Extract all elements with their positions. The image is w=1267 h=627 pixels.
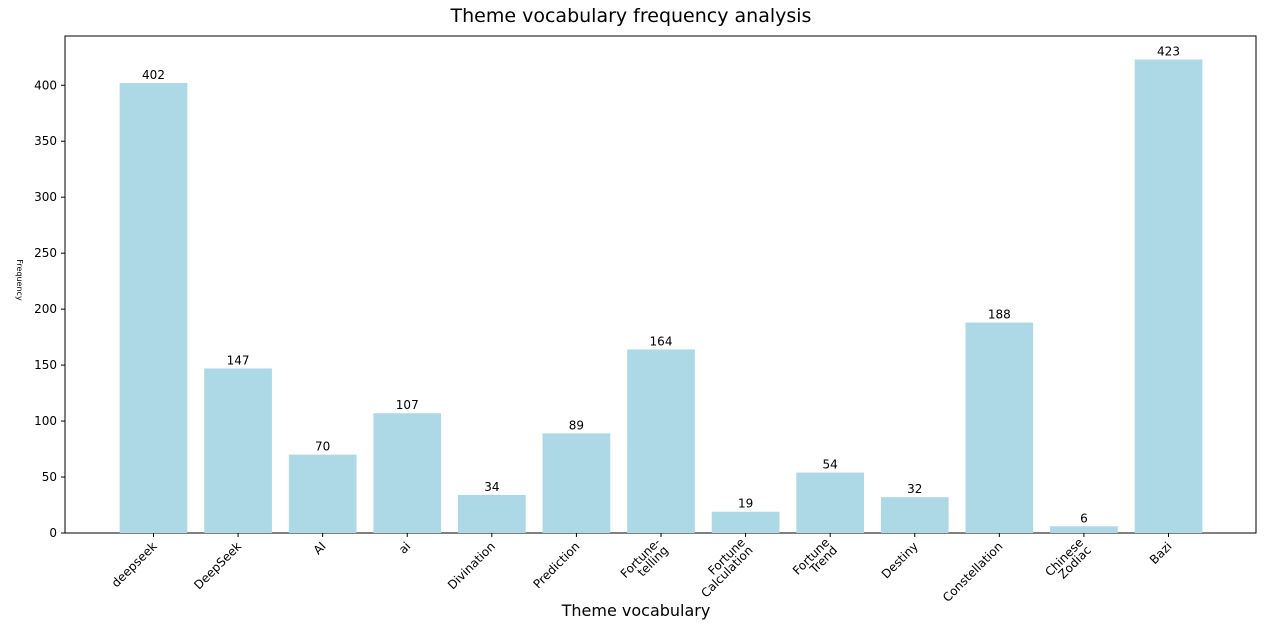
x-tick-label: Destiny: [879, 539, 921, 581]
y-tick-label: 400: [34, 78, 57, 92]
chart-title: Theme vocabulary frequency analysis: [450, 5, 812, 27]
y-tick-label: 300: [34, 190, 57, 204]
x-tick-label: Divination: [445, 539, 498, 592]
bar: [288, 454, 357, 533]
bar: [1050, 526, 1118, 533]
bar-value-label: 147: [227, 353, 250, 367]
bar-value-label: 188: [988, 308, 1011, 322]
bar: [880, 497, 949, 533]
bar-value-label: 89: [569, 418, 584, 432]
y-axis-ticks: 0 50 100 150 200 250 300 350 400: [34, 78, 65, 540]
bar: [711, 511, 780, 533]
bar-value-label: 423: [1157, 45, 1180, 59]
bar-value-label: 19: [738, 497, 753, 511]
x-tick-label: ai: [396, 539, 413, 556]
bar: [204, 368, 272, 533]
bar: [1134, 59, 1203, 534]
bar: [627, 349, 695, 533]
bar-value-label: 402: [142, 68, 165, 82]
x-tick-label: deepseek: [109, 539, 160, 590]
y-tick-label: 0: [49, 526, 57, 540]
bar-value-label: 164: [650, 334, 673, 348]
x-axis-categories: deepseek DeepSeek AI ai Divination Prediction…: [109, 533, 1175, 605]
x-axis-label: Theme vocabulary: [561, 601, 711, 620]
bar: [965, 322, 1034, 533]
x-tick-label: AI: [311, 539, 329, 557]
y-tick-label: 50: [42, 470, 57, 484]
bar-value-label: 6: [1080, 511, 1088, 525]
y-tick-label: 350: [34, 134, 57, 148]
x-tick-label: Fortune-telling: [618, 535, 671, 588]
bars-group: 402 147 70 107 34 89 164 19 54 32 188 6 423: [119, 45, 1203, 534]
x-tick-label: FortuneTrend: [790, 535, 840, 585]
x-tick-label: FortuneCalculation: [691, 535, 756, 600]
y-tick-label: 250: [34, 246, 57, 260]
y-axis-label: Frequency: [15, 259, 24, 301]
bar-value-label: 34: [484, 480, 499, 494]
bar: [458, 494, 526, 533]
bar-value-label: 32: [907, 482, 922, 496]
bar-value-label: 70: [315, 440, 330, 454]
bar: [119, 83, 188, 533]
x-tick-label: Bazi: [1147, 539, 1175, 567]
bar: [542, 433, 611, 533]
bar: [796, 472, 864, 533]
y-tick-label: 100: [34, 414, 57, 428]
x-tick-label: Constellation: [940, 539, 1006, 605]
y-tick-label: 200: [34, 302, 57, 316]
bar-value-label: 54: [823, 458, 838, 472]
x-tick-label: Prediction: [530, 539, 582, 591]
bar: [373, 413, 442, 533]
bar-value-label: 107: [396, 398, 419, 412]
x-tick-label: DeepSeek: [191, 539, 244, 592]
x-tick-label: ChineseZodiac: [1042, 535, 1094, 587]
y-tick-label: 150: [34, 358, 57, 372]
